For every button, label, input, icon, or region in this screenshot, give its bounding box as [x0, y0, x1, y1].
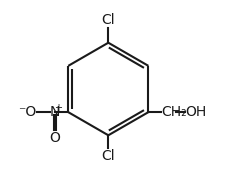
Text: OH: OH — [185, 105, 207, 119]
Text: ⁻O: ⁻O — [18, 105, 37, 119]
Text: O: O — [50, 131, 60, 145]
Text: Cl: Cl — [102, 13, 115, 27]
Text: CH₂: CH₂ — [162, 105, 187, 119]
Text: N: N — [50, 105, 60, 119]
Text: Cl: Cl — [102, 149, 115, 163]
Text: +: + — [54, 103, 62, 113]
